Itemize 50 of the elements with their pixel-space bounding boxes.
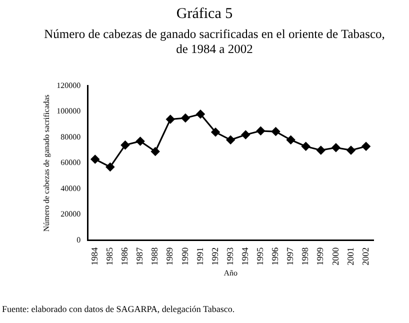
- point: [316, 146, 326, 155]
- x-tick-label: 2000: [330, 246, 340, 266]
- x-axis-title: Año: [224, 268, 238, 278]
- point: [166, 114, 175, 124]
- x-tick-label: 1990: [180, 246, 190, 266]
- point: [211, 128, 220, 136]
- point: [256, 126, 265, 136]
- x-tick-label: 1999: [315, 246, 326, 266]
- x-tick-label: 2001: [345, 247, 356, 266]
- y-tick-label: 80000: [60, 132, 81, 142]
- x-tick-label: 1998: [300, 246, 310, 266]
- y-tick-label: 40000: [60, 184, 81, 193]
- x-tick-label: 1987: [134, 246, 145, 266]
- chart-title: Gráfica 5: [175, 5, 234, 23]
- x-tick-label: 1985: [104, 246, 115, 266]
- point: [302, 142, 310, 151]
- chart-subtitle: Número de cabezas de ganado sacrificadas en el oriente de Tabasco, de 1984 a 2002: [43, 27, 386, 57]
- x-tick-label: 2002: [360, 247, 370, 266]
- point: [332, 143, 340, 152]
- point: [286, 136, 296, 144]
- point: [362, 142, 370, 151]
- y-tick-label: 120000: [56, 80, 81, 90]
- point: [241, 130, 250, 140]
- x-tick-label: 1991: [194, 247, 205, 266]
- source-note: Fuente: elaborado con datos de SAGARPA, delegación Tabasco.: [2, 304, 235, 314]
- x-tick-label: 1995: [255, 246, 266, 266]
- point: [136, 136, 145, 146]
- point: [346, 146, 356, 155]
- point: [226, 136, 235, 144]
- point: [196, 110, 205, 118]
- x-tick-label: 1993: [224, 246, 235, 266]
- x-tick-label: 1988: [150, 246, 160, 266]
- x-tick-label: 1984: [89, 246, 100, 266]
- y-tick-label: 0: [76, 235, 81, 244]
- point: [120, 140, 130, 150]
- point: [106, 162, 114, 172]
- x-tick-label: 1994: [240, 246, 250, 266]
- x-tick-label: 1989: [164, 246, 175, 266]
- x-tick-label: 1997: [285, 246, 296, 266]
- point: [271, 127, 280, 136]
- y-tick-label: 60000: [60, 158, 81, 168]
- x-tick-label: 1996: [270, 246, 280, 266]
- x-tick-label: 1986: [120, 246, 130, 266]
- y-tick-label: 20000: [60, 210, 81, 219]
- point: [90, 154, 100, 164]
- x-tick-label: 1992: [210, 247, 220, 266]
- y-axis-title: Número de cabezas de ganado sacrificadas: [42, 94, 51, 232]
- point: [181, 114, 190, 122]
- y-tick-label: 100000: [56, 106, 81, 116]
- point: [151, 147, 160, 156]
